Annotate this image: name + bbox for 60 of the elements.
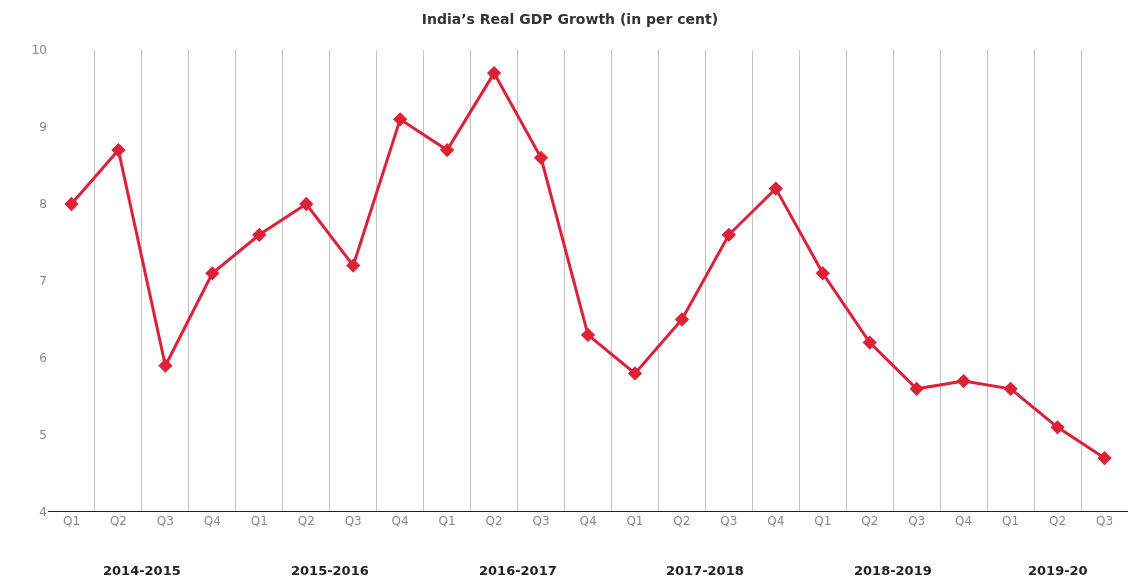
point [158,358,173,373]
y-tick-label: 7 [39,274,47,289]
x-tick-label: Q1 [250,514,268,528]
x-tick-label: Q2 [485,514,503,528]
x-tick-label: Q3 [908,514,926,528]
x-tick-label: Q2 [673,514,691,528]
point [815,266,830,281]
point [205,266,220,281]
x-tick-label: Q3 [532,514,550,528]
x-tick-label: Q3 [1095,514,1114,528]
point [299,196,314,212]
point [768,181,783,196]
x-tick-label: Q2 [861,514,879,528]
x-tick-label: Q3 [720,514,738,528]
x-tick-label: Q1 [438,514,456,528]
point [627,366,643,381]
x-tick-label: Q3 [156,514,174,528]
point [252,227,267,242]
y-tick-label: 5 [39,428,47,443]
y-tick-label: 4 [39,505,47,520]
x-tick-label: Q4 [955,514,973,528]
point [674,312,690,327]
text: 2019-20 [1028,563,1088,578]
x-tick-label: Q4 [391,514,409,528]
x-tick-label: Q1 [626,514,644,528]
point [393,112,408,127]
chart-title: India’s Real GDP Growth (in per cent) [421,11,719,28]
point [956,373,971,389]
point [862,335,877,350]
y-tick-label: 6 [39,351,47,366]
point [909,381,924,396]
point [486,65,502,81]
x-tick-label: Q1 [1002,514,1020,528]
point [1003,381,1018,396]
x-tick-label: Q1 [62,514,81,528]
text: 2017-2018 [666,563,744,578]
text: 2014-2015 [103,563,181,578]
x-tick-label: Q2 [297,514,315,528]
point [721,227,737,242]
x-tick-label: Q4 [767,514,785,528]
y-tick-label: 8 [39,197,47,212]
point [111,142,126,158]
y-tick-label: 9 [39,120,47,135]
point [346,258,361,273]
x-tick-label: Q4 [203,514,221,528]
point [1097,450,1112,466]
x-tick-label: Q4 [579,514,597,528]
point [1050,420,1065,435]
text: 2016-2017 [479,563,557,578]
point [580,327,596,343]
x-tick-label: Q2 [1049,514,1067,528]
x-tick-label: Q1 [814,514,832,528]
point [533,150,549,165]
text: 2018-2019 [854,563,932,578]
point [439,142,455,158]
text: 2015-2016 [291,563,369,578]
point [64,196,79,212]
x-tick-label: Q2 [109,514,127,528]
y-tick-label: 10 [31,43,47,58]
x-tick-label: Q3 [344,514,362,528]
